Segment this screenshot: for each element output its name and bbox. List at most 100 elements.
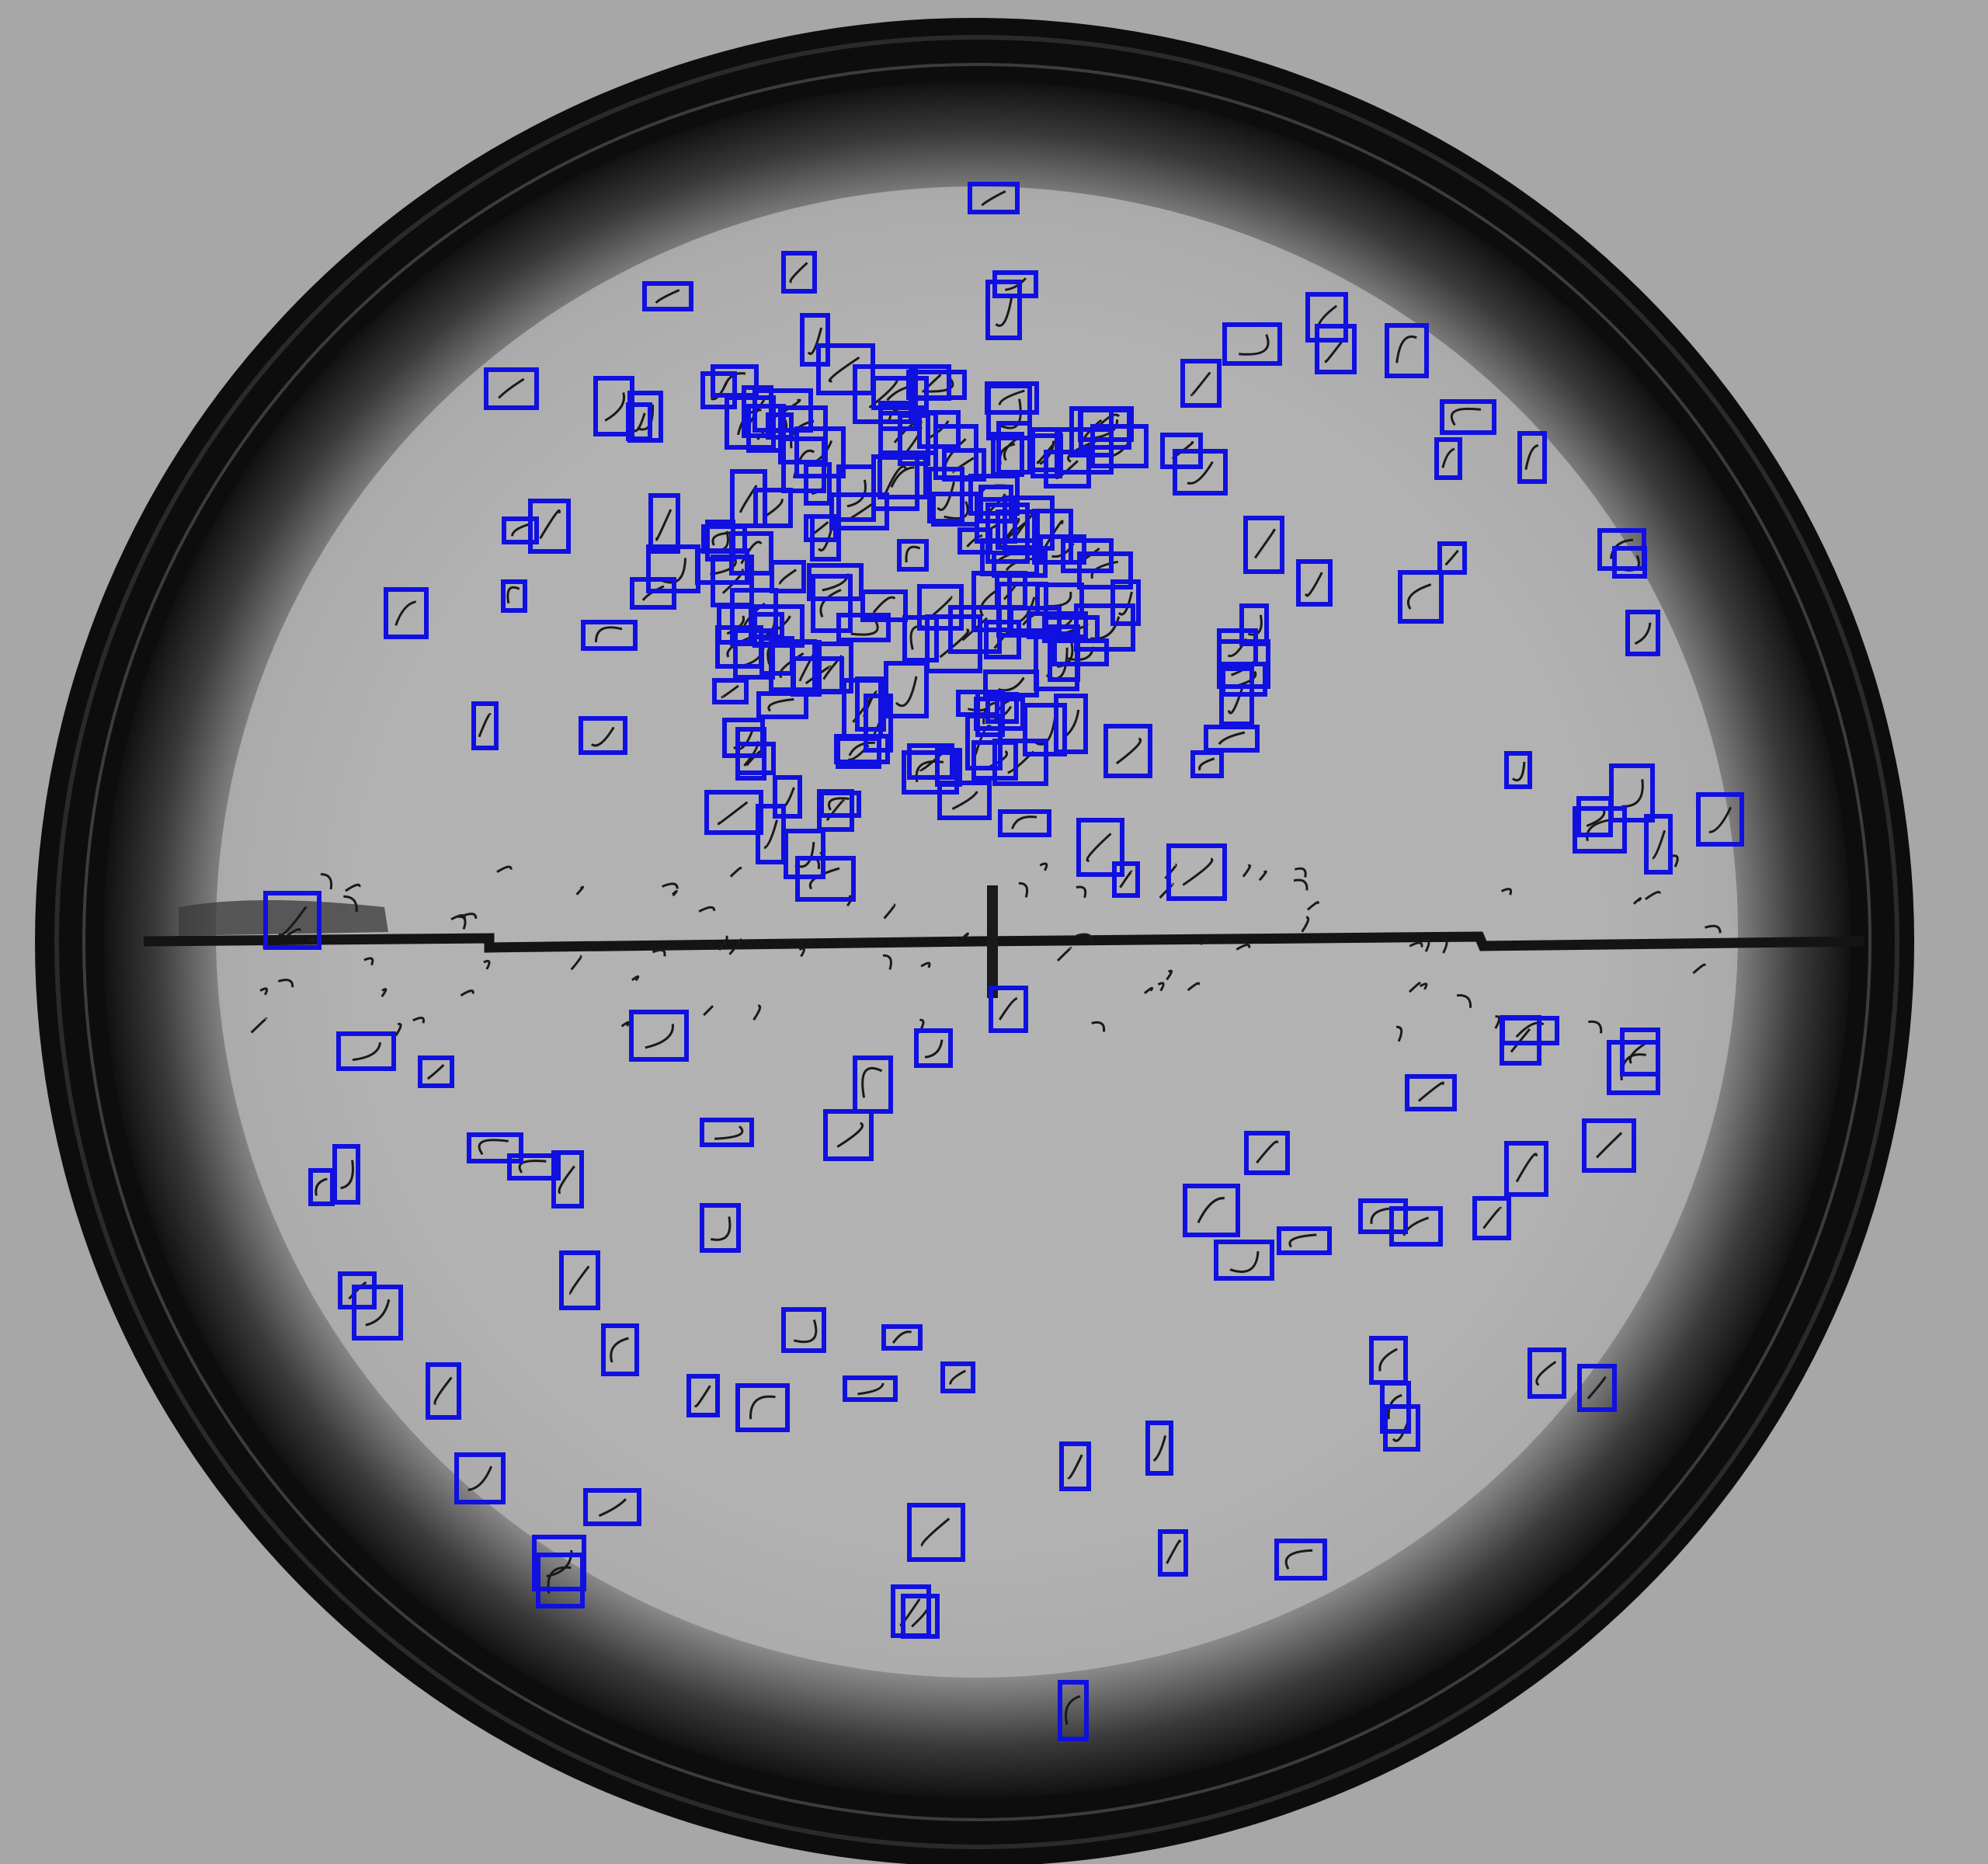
worm <box>1515 1153 1538 1183</box>
detection-box <box>1440 399 1496 435</box>
detection-box <box>823 1109 874 1161</box>
detection-box <box>752 604 805 648</box>
worm <box>1671 854 1679 868</box>
worm <box>394 1022 402 1037</box>
detection-box <box>629 1010 689 1062</box>
worm <box>721 568 744 594</box>
detection-box <box>1023 703 1067 756</box>
worm <box>1482 1206 1502 1229</box>
detection-box <box>1504 1141 1548 1197</box>
detection-box <box>917 584 964 631</box>
worm <box>951 791 978 810</box>
detection-box <box>502 516 539 544</box>
worm <box>496 865 513 873</box>
detection-box <box>917 410 961 449</box>
seam-smudge <box>179 900 388 936</box>
detection-box <box>1145 1421 1173 1476</box>
worm <box>882 954 892 970</box>
worm <box>861 1066 883 1098</box>
worm <box>598 1498 627 1518</box>
worm <box>590 726 615 747</box>
worm <box>1450 407 1482 426</box>
detection-box <box>992 551 1048 578</box>
worm <box>805 665 832 685</box>
worm <box>575 885 585 895</box>
detection-box <box>601 1323 639 1376</box>
worm <box>655 289 680 304</box>
worm <box>846 479 867 508</box>
detection-box <box>730 469 767 528</box>
worm <box>998 389 1025 405</box>
detection-box <box>471 701 499 750</box>
worm <box>1456 994 1472 1008</box>
detection-box <box>996 421 1032 475</box>
detection-box <box>1030 427 1062 478</box>
detection-box <box>1527 1348 1566 1399</box>
worm <box>895 676 918 708</box>
worm <box>920 962 931 969</box>
detection-box <box>1222 322 1282 366</box>
detection-box <box>1274 1539 1327 1581</box>
worm <box>981 190 1006 207</box>
worm <box>1036 443 1055 464</box>
detection-box <box>648 493 680 554</box>
worm <box>1305 572 1323 597</box>
worm <box>1587 1375 1607 1400</box>
detection-box <box>749 612 784 639</box>
detection-box-layer <box>263 182 1744 1741</box>
detection-box <box>781 1307 826 1353</box>
worm <box>1076 885 1087 899</box>
detection-box <box>730 588 778 646</box>
detection-box <box>1504 751 1532 789</box>
worm <box>749 1395 776 1420</box>
detection-box <box>781 251 817 294</box>
worm <box>345 883 361 892</box>
worm <box>828 356 860 383</box>
worm <box>1115 737 1142 765</box>
dish-rim-highlight <box>54 35 1899 1849</box>
detection-box <box>891 1584 931 1638</box>
worm <box>857 1382 885 1396</box>
worm <box>995 296 1013 327</box>
detection-box <box>985 692 1019 724</box>
worm <box>1091 1021 1106 1032</box>
detection-box <box>958 527 992 555</box>
worm <box>798 947 805 958</box>
worm <box>961 932 969 939</box>
detection-box <box>1582 1118 1636 1173</box>
worm <box>511 523 530 537</box>
detection-box <box>501 579 527 613</box>
worm <box>1143 986 1153 995</box>
worm <box>1284 1549 1313 1570</box>
worm <box>1634 622 1652 645</box>
detection-box <box>711 364 759 398</box>
worm <box>1166 969 1173 981</box>
detection-box <box>968 182 1020 214</box>
detection-box <box>1103 724 1152 778</box>
detection-box <box>937 781 992 820</box>
worm <box>277 979 294 988</box>
worm <box>365 1299 391 1327</box>
worm <box>703 1005 714 1017</box>
worm <box>259 987 269 996</box>
detection-box <box>528 499 571 554</box>
detection-box <box>897 539 929 572</box>
detection-box <box>1315 324 1357 374</box>
worm <box>1157 982 1165 992</box>
worm <box>1441 447 1455 468</box>
detection-box <box>338 1271 377 1309</box>
detection-box <box>581 620 638 651</box>
worm <box>718 935 728 951</box>
worm <box>1409 941 1423 948</box>
detection-box <box>971 740 1018 781</box>
detection-box <box>1054 694 1088 754</box>
worm <box>793 1319 818 1344</box>
worm <box>1610 538 1634 559</box>
detection-box <box>996 582 1048 638</box>
worm <box>662 882 679 889</box>
worm <box>999 996 1018 1021</box>
worm <box>1152 1435 1167 1462</box>
worm <box>483 959 491 970</box>
detection-box <box>701 524 747 554</box>
